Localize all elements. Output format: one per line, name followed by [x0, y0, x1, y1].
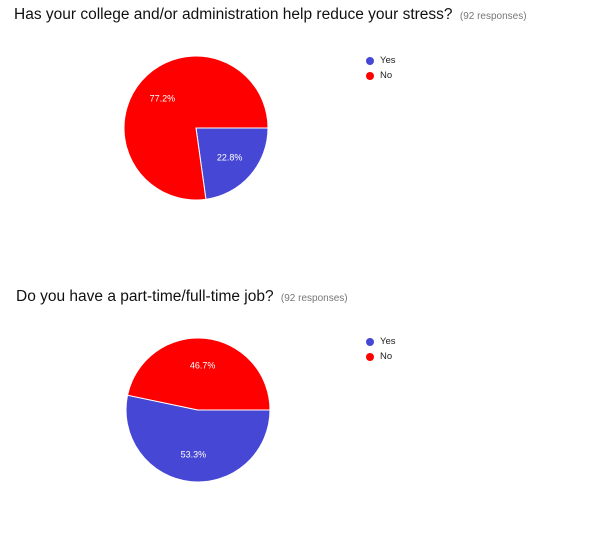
- chart-1: Has your college and/or administration h…: [0, 0, 596, 270]
- legend-item-no: No: [366, 349, 396, 364]
- chart-2-legend: Yes No: [366, 334, 396, 364]
- chart-2: Do you have a part-time/full-time job? (…: [0, 280, 596, 548]
- legend-item-no: No: [366, 68, 396, 83]
- legend-label-no: No: [380, 351, 393, 362]
- pie-slice-yes: [195, 127, 269, 200]
- legend-swatch-yes: [366, 56, 374, 65]
- pie-label-yes: 22.8%: [217, 152, 243, 162]
- pie-label-no: 77.2%: [150, 94, 176, 104]
- pie-label-no: 46.7%: [190, 361, 216, 371]
- chart-1-title: Has your college and/or administration h…: [14, 6, 453, 23]
- chart-2-responses: (92 responses): [280, 293, 348, 304]
- legend-swatch-no: [366, 71, 374, 80]
- chart-2-pie: 53.3% 46.7%: [125, 337, 271, 483]
- chart-2-title-row: Do you have a part-time/full-time job? (…: [16, 288, 348, 306]
- legend-swatch-no: [366, 352, 374, 361]
- legend-label-no: No: [380, 70, 393, 81]
- chart-1-title-row: Has your college and/or administration h…: [14, 6, 527, 24]
- legend-item-yes: Yes: [366, 53, 396, 68]
- legend-label-yes: Yes: [380, 55, 396, 66]
- chart-1-pie: 22.8% 77.2%: [123, 55, 269, 201]
- pie-slice-yes: [125, 394, 271, 483]
- pie-label-yes: 53.3%: [181, 449, 207, 459]
- pie-slice-no: [126, 337, 271, 411]
- chart-1-legend: Yes No: [366, 53, 396, 83]
- legend-label-yes: Yes: [380, 336, 396, 347]
- chart-2-title: Do you have a part-time/full-time job?: [16, 288, 274, 305]
- legend-item-yes: Yes: [366, 334, 396, 349]
- legend-swatch-yes: [366, 337, 374, 346]
- chart-1-responses: (92 responses): [459, 11, 527, 22]
- pie-slice-no: [123, 55, 269, 201]
